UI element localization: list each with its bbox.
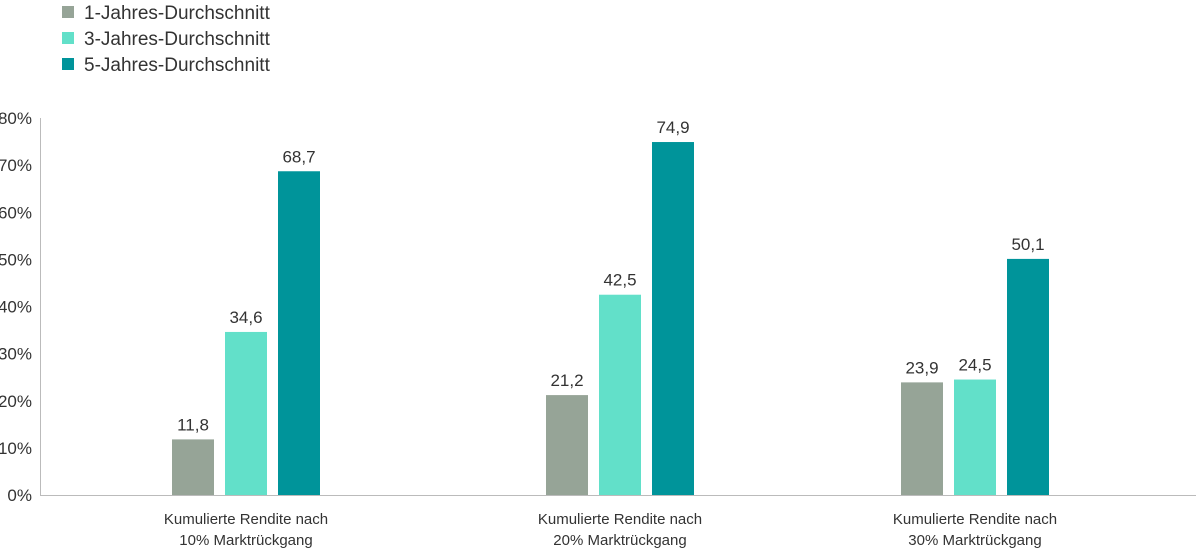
- category-label: 30% Marktrückgang: [908, 532, 1041, 549]
- bars: 11,8 34,6 68,7 21,2 42,5 74,9 23,9 24,5 50,1: [172, 118, 1049, 495]
- y-tick-label: 20%: [0, 392, 32, 411]
- y-tick-label: 60%: [0, 203, 32, 222]
- legend-swatch-1: [62, 6, 74, 18]
- bar-series-2-cat-2: [599, 294, 641, 495]
- y-tick-label: 50%: [0, 250, 32, 269]
- data-label: 50,1: [1011, 235, 1044, 254]
- x-axis: Kumulierte Rendite nach 10% Marktrückgang…: [40, 495, 1196, 549]
- y-tick-label: 70%: [0, 156, 32, 175]
- y-tick-label: 0%: [7, 486, 32, 505]
- legend-label-3: 5-Jahres-Durchschnitt: [84, 55, 271, 76]
- bar-series-1-cat-3: [901, 382, 943, 495]
- data-label: 23,9: [905, 358, 938, 377]
- category-label: Kumulierte Rendite nach: [164, 511, 328, 528]
- bar-series-2-cat-1: [225, 331, 267, 495]
- y-tick-label: 30%: [0, 345, 32, 364]
- data-label: 68,7: [282, 147, 315, 166]
- legend-label-2: 3-Jahres-Durchschnitt: [84, 29, 271, 50]
- data-label: 42,5: [603, 271, 636, 290]
- category-label: Kumulierte Rendite nach: [893, 511, 1057, 528]
- bar-series-3-cat-2: [652, 142, 694, 495]
- bar-series-1-cat-1: [172, 439, 214, 495]
- bar-series-3-cat-3: [1007, 258, 1049, 495]
- data-label: 11,8: [177, 415, 209, 434]
- y-tick-label: 10%: [0, 439, 32, 458]
- legend-swatch-2: [62, 32, 74, 44]
- category-label: 10% Marktrückgang: [179, 532, 312, 549]
- bar-series-2-cat-3: [954, 379, 996, 495]
- y-tick-label: 40%: [0, 298, 32, 317]
- data-label: 21,2: [550, 371, 583, 390]
- legend-swatch-3: [62, 58, 74, 70]
- bar-series-3-cat-1: [278, 171, 320, 495]
- bar-series-1-cat-2: [546, 395, 588, 495]
- legend-label-1: 1-Jahres-Durchschnitt: [84, 3, 271, 24]
- y-tick-label: 80%: [0, 109, 32, 128]
- category-label: 20% Marktrückgang: [553, 532, 686, 549]
- y-axis: 0% 10% 20% 30% 40% 50% 60% 70% 80%: [0, 109, 41, 505]
- category-label: Kumulierte Rendite nach: [538, 511, 702, 528]
- data-label: 34,6: [229, 308, 262, 327]
- data-label: 24,5: [958, 356, 991, 375]
- legend: 1-Jahres-Durchschnitt 3-Jahres-Durchschni…: [62, 3, 271, 76]
- data-label: 74,9: [656, 118, 689, 137]
